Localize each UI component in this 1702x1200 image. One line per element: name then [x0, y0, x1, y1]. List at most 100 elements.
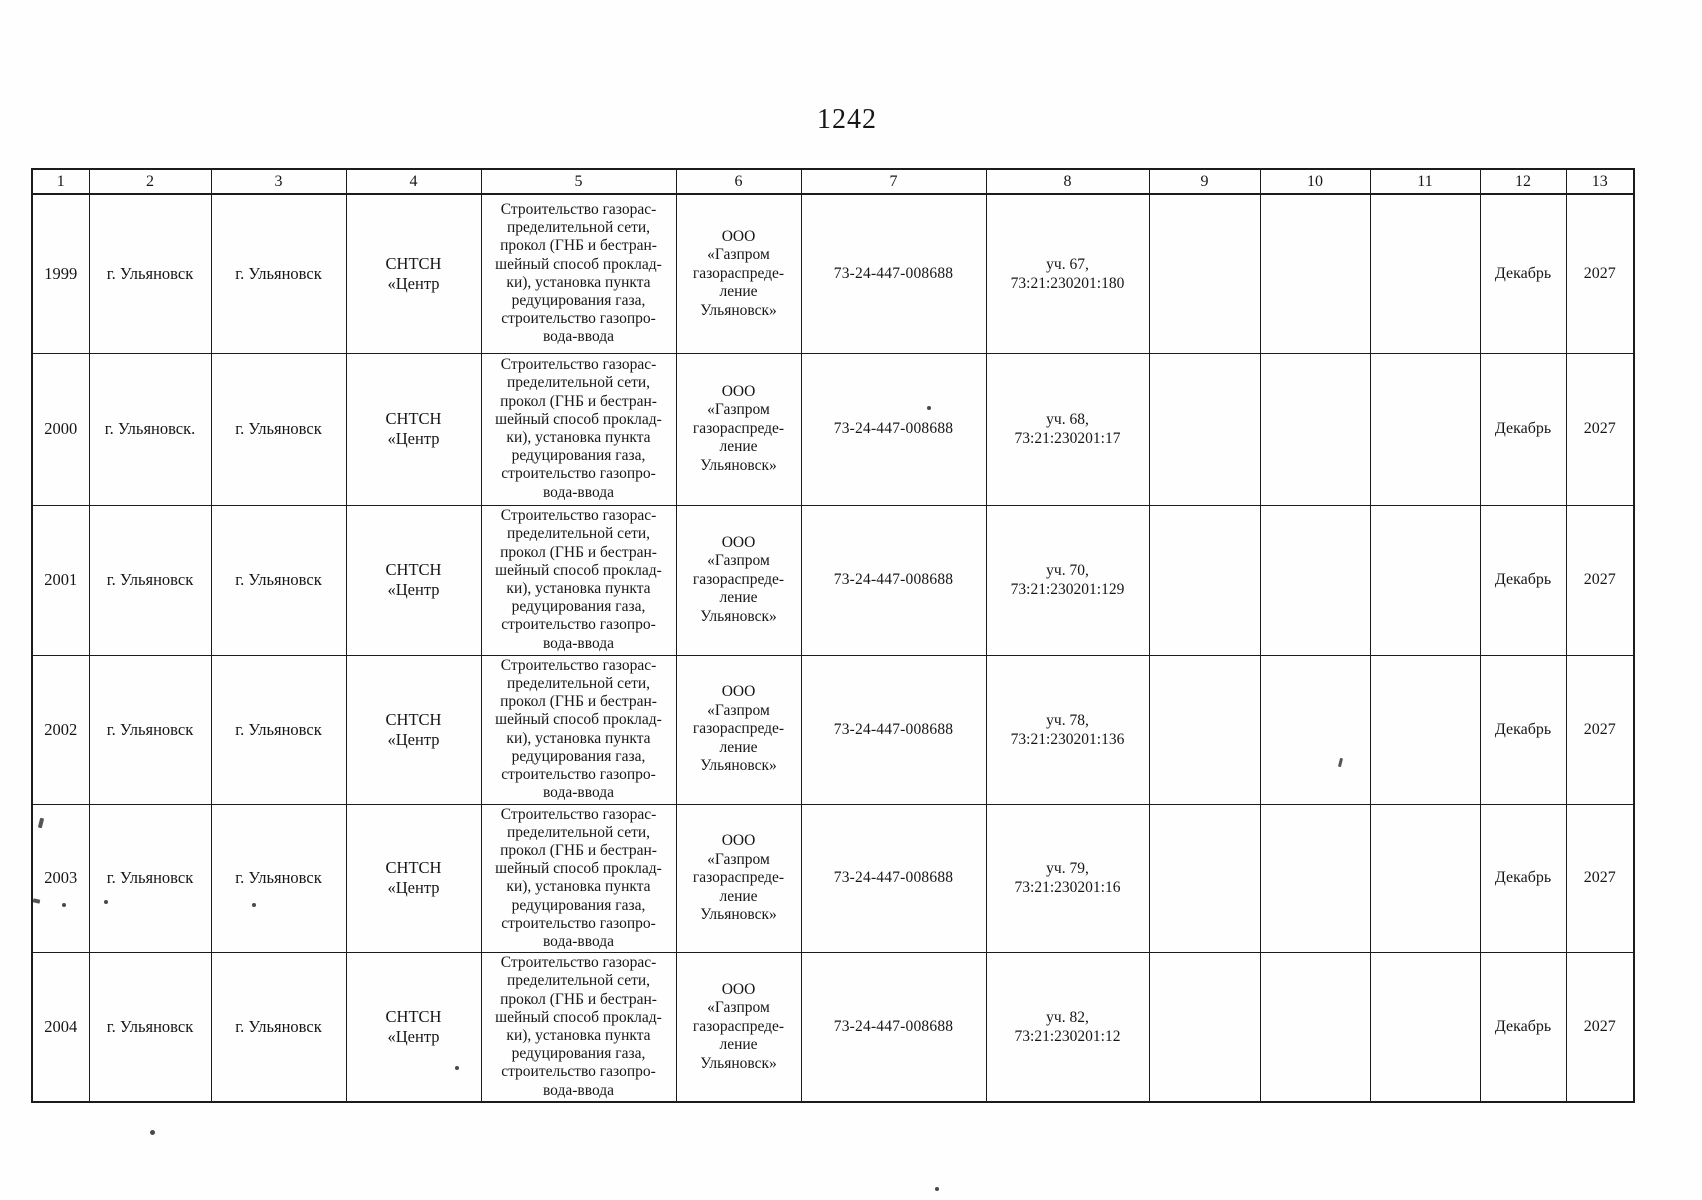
table-body: 1999 г. Ульяновск г. Ульяновск СНТСН «Центр…	[31, 193, 1635, 1103]
column-header-3: 3	[210, 168, 347, 195]
table-row: 2001 г. Ульяновск г. Ульяновск СНТСН «Центр…	[31, 504, 1635, 656]
cell-r3-c12: Декабрь	[1479, 504, 1567, 656]
cell-r2-c9	[1148, 352, 1261, 506]
cell-r5-c1: 2003	[31, 803, 90, 954]
cell-r5-c4: СНТСН «Центр	[345, 803, 482, 954]
cell-r2-c4: СНТСН «Центр	[345, 352, 482, 506]
cell-r4-c10	[1259, 654, 1371, 805]
cell-r1-c6: ООО «Газпром газораспреде- ление Ульянов…	[675, 193, 802, 354]
cell-r6-c12: Декабрь	[1479, 952, 1567, 1103]
cell-r4-c8: уч. 78, 73:21:230201:136	[985, 654, 1150, 805]
column-header-12: 12	[1479, 168, 1567, 195]
cell-r3-c8: уч. 70, 73:21:230201:129	[985, 504, 1150, 656]
cell-r2-c11	[1369, 352, 1481, 506]
cell-r1-c2: г. Ульяновск	[88, 193, 212, 354]
cell-r5-c8: уч. 79, 73:21:230201:16	[985, 803, 1150, 954]
cell-r6-c13: 2027	[1565, 952, 1635, 1103]
cell-r4-c11	[1369, 654, 1481, 805]
cell-r1-c1: 1999	[31, 193, 90, 354]
scan-artifact	[104, 900, 108, 904]
cell-r1-c8: уч. 67, 73:21:230201:180	[985, 193, 1150, 354]
cell-r6-c7: 73-24-447-008688	[800, 952, 987, 1103]
scan-artifact	[252, 903, 256, 907]
cell-r3-c3: г. Ульяновск	[210, 504, 347, 656]
column-header-5: 5	[480, 168, 677, 195]
table-header-row: 1 2 3 4 5 6 7 8 9 10 11 12 13	[31, 168, 1635, 195]
column-header-7: 7	[800, 168, 987, 195]
cell-r4-c2: г. Ульяновск	[88, 654, 212, 805]
scan-artifact	[150, 1130, 155, 1135]
cell-r6-c1: 2004	[31, 952, 90, 1103]
cell-r6-c4: СНТСН «Центр	[345, 952, 482, 1103]
cell-r2-c6: ООО «Газпром газораспреде- ление Ульянов…	[675, 352, 802, 506]
scan-artifact	[62, 903, 66, 907]
table-row: 1999 г. Ульяновск г. Ульяновск СНТСН «Центр…	[31, 193, 1635, 354]
column-header-1: 1	[31, 168, 90, 195]
column-header-11: 11	[1369, 168, 1481, 195]
cell-r4-c6: ООО «Газпром газораспреде- ление Ульянов…	[675, 654, 802, 805]
cell-r4-c12: Декабрь	[1479, 654, 1567, 805]
registry-table: 1 2 3 4 5 6 7 8 9 10 11 12 13 1999 г. Уль…	[31, 168, 1635, 1103]
cell-r3-c9	[1148, 504, 1261, 656]
table-row: 2004 г. Ульяновск г. Ульяновск СНТСН «Центр…	[31, 952, 1635, 1103]
page-number: 1242	[817, 104, 877, 135]
column-header-4: 4	[345, 168, 482, 195]
cell-r2-c3: г. Ульяновск	[210, 352, 347, 506]
cell-r5-c11	[1369, 803, 1481, 954]
cell-r3-c4: СНТСН «Центр	[345, 504, 482, 656]
cell-r6-c10	[1259, 952, 1371, 1103]
cell-r5-c10	[1259, 803, 1371, 954]
cell-r3-c13: 2027	[1565, 504, 1635, 656]
cell-r2-c13: 2027	[1565, 352, 1635, 506]
cell-r4-c9	[1148, 654, 1261, 805]
cell-r3-c7: 73-24-447-008688	[800, 504, 987, 656]
cell-r1-c11	[1369, 193, 1481, 354]
cell-r6-c3: г. Ульяновск	[210, 952, 347, 1103]
cell-r2-c5: Строительство газорас- пределительной се…	[480, 352, 677, 506]
cell-r5-c2: г. Ульяновск	[88, 803, 212, 954]
cell-r2-c2: г. Ульяновск.	[88, 352, 212, 506]
cell-r4-c1: 2002	[31, 654, 90, 805]
cell-r5-c6: ООО «Газпром газораспреде- ление Ульянов…	[675, 803, 802, 954]
cell-r6-c8: уч. 82, 73:21:230201:12	[985, 952, 1150, 1103]
cell-r1-c5: Строительство газорас- пределительной се…	[480, 193, 677, 354]
table-row: 2002 г. Ульяновск г. Ульяновск СНТСН «Центр…	[31, 654, 1635, 805]
table-row: 2003 г. Ульяновск г. Ульяновск СНТСН «Центр…	[31, 803, 1635, 954]
cell-r4-c13: 2027	[1565, 654, 1635, 805]
column-header-6: 6	[675, 168, 802, 195]
cell-r3-c10	[1259, 504, 1371, 656]
cell-r4-c7: 73-24-447-008688	[800, 654, 987, 805]
cell-r3-c6: ООО «Газпром газораспреде- ление Ульянов…	[675, 504, 802, 656]
cell-r4-c3: г. Ульяновск	[210, 654, 347, 805]
cell-r2-c7: 73-24-447-008688	[800, 352, 987, 506]
cell-r6-c9	[1148, 952, 1261, 1103]
cell-r4-c5: Строительство газорас- пределительной се…	[480, 654, 677, 805]
column-header-2: 2	[88, 168, 212, 195]
cell-r5-c12: Декабрь	[1479, 803, 1567, 954]
cell-r1-c7: 73-24-447-008688	[800, 193, 987, 354]
column-header-8: 8	[985, 168, 1150, 195]
cell-r2-c8: уч. 68, 73:21:230201:17	[985, 352, 1150, 506]
cell-r1-c12: Декабрь	[1479, 193, 1567, 354]
cell-r3-c1: 2001	[31, 504, 90, 656]
cell-r1-c9	[1148, 193, 1261, 354]
cell-r3-c5: Строительство газорас- пределительной се…	[480, 504, 677, 656]
cell-r1-c13: 2027	[1565, 193, 1635, 354]
cell-r6-c5: Строительство газорас- пределительной се…	[480, 952, 677, 1103]
column-header-10: 10	[1259, 168, 1371, 195]
cell-r2-c1: 2000	[31, 352, 90, 506]
cell-r3-c2: г. Ульяновск	[88, 504, 212, 656]
cell-r1-c10	[1259, 193, 1371, 354]
cell-r2-c12: Декабрь	[1479, 352, 1567, 506]
cell-r5-c5: Строительство газорас- пределительной се…	[480, 803, 677, 954]
scan-artifact	[455, 1066, 459, 1070]
table-row: 2000 г. Ульяновск. г. Ульяновск СНТСН «Цент…	[31, 352, 1635, 506]
cell-r5-c3: г. Ульяновск	[210, 803, 347, 954]
cell-r5-c9	[1148, 803, 1261, 954]
cell-r5-c13: 2027	[1565, 803, 1635, 954]
cell-r1-c3: г. Ульяновск	[210, 193, 347, 354]
cell-r5-c7: 73-24-447-008688	[800, 803, 987, 954]
cell-r6-c11	[1369, 952, 1481, 1103]
cell-r1-c4: СНТСН «Центр	[345, 193, 482, 354]
